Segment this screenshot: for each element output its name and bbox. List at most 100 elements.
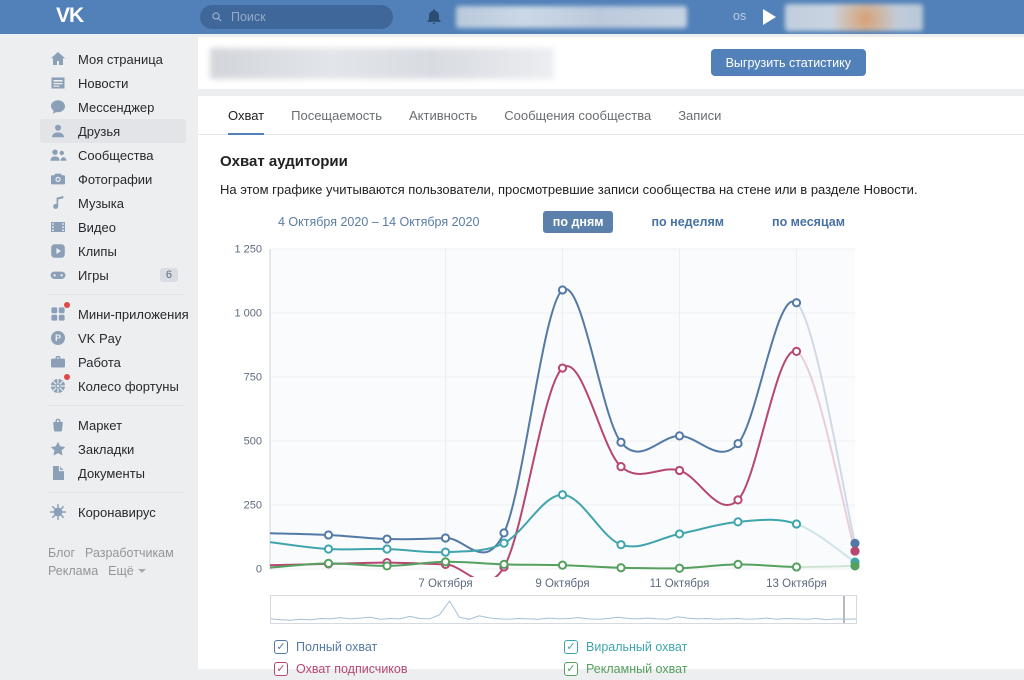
games-icon	[48, 265, 68, 285]
sidebar-item-music[interactable]: Музыка	[40, 191, 186, 215]
sidebar-item-label: Моя страница	[78, 51, 163, 67]
sidebar-item-wheel[interactable]: Колесо фортуны	[40, 374, 186, 398]
legend-item-2[interactable]: ✓ Виральный охват	[564, 636, 854, 658]
music-player-label: os	[733, 9, 747, 23]
legend-item-1[interactable]: ✓ Охват подписчиков	[274, 658, 564, 680]
navigator-right-handle[interactable]	[843, 596, 845, 623]
sidebar-item-label: Работа	[78, 354, 121, 370]
sidebar-item-label: Закладки	[78, 441, 135, 457]
sidebar-item-video[interactable]: Видео	[40, 215, 186, 239]
work-icon	[48, 352, 68, 372]
search-box[interactable]	[200, 5, 393, 29]
sidebar-item-label: Музыка	[78, 195, 124, 211]
bookmarks-icon	[48, 439, 68, 459]
sidebar-item-label: Новости	[78, 75, 129, 91]
search-input[interactable]	[231, 10, 371, 24]
chart-legend: ✓ Полный охват ✓ Охват подписчиков ✓ Виральны…	[274, 636, 1024, 680]
svg-text:1 000: 1 000	[234, 308, 262, 320]
documents-icon	[48, 463, 68, 483]
sidebar-item-friends[interactable]: Друзья	[40, 119, 186, 143]
music-icon	[48, 193, 68, 213]
search-icon	[212, 12, 222, 22]
legend-checkbox-icon: ✓	[274, 640, 288, 654]
notification-dot	[64, 374, 70, 380]
sidebar-item-label: Коронавирус	[78, 504, 156, 520]
svg-text:0: 0	[256, 564, 262, 576]
legend-label: Виральный охват	[586, 640, 688, 654]
svg-text:P: P	[55, 333, 61, 343]
svg-text:500: 500	[244, 436, 262, 448]
sidebar-item-vkpay[interactable]: P VK Pay	[40, 326, 186, 350]
blurred-profile-name-avatar	[785, 4, 923, 31]
sidebar-item-label: Мини-приложения	[78, 306, 189, 322]
sidebar-item-home[interactable]: Моя страница	[40, 47, 186, 71]
period-button-1[interactable]: по неделям	[641, 211, 734, 233]
communities-icon	[48, 145, 68, 165]
messenger-icon	[48, 97, 68, 117]
svg-text:11 Октября: 11 Октября	[650, 578, 710, 590]
notifications-bell-icon[interactable]	[424, 7, 444, 27]
legend-item-0[interactable]: ✓ Полный охват	[274, 636, 564, 658]
period-button-2[interactable]: по месяцам	[762, 211, 855, 233]
sidebar-item-clips[interactable]: Клипы	[40, 239, 186, 263]
sidebar-item-work[interactable]: Работа	[40, 350, 186, 374]
sidebar-item-label: Мессенджер	[78, 99, 155, 115]
footer-link-3[interactable]: Ещё	[108, 564, 146, 578]
tab-0[interactable]: Охват	[228, 96, 265, 135]
section-title: Охват аудитории	[220, 153, 348, 170]
svg-text:250: 250	[244, 500, 262, 512]
market-icon	[48, 415, 68, 435]
blurred-community-name	[210, 48, 554, 79]
sidebar-item-messenger[interactable]: Мессенджер	[40, 95, 186, 119]
sidebar-item-market[interactable]: Маркет	[40, 413, 186, 437]
legend-label: Полный охват	[296, 640, 378, 654]
coronavirus-icon	[48, 502, 68, 522]
svg-text:750: 750	[244, 372, 262, 384]
svg-text:9 Октября: 9 Октября	[535, 578, 589, 590]
sidebar-item-documents[interactable]: Документы	[40, 461, 186, 485]
wheel-icon	[48, 374, 70, 396]
svg-text:7 Октября: 7 Октября	[418, 578, 472, 590]
sidebar-item-coronavirus[interactable]: Коронавирус	[40, 500, 186, 524]
sidebar-item-miniapps[interactable]: Мини-приложения	[40, 302, 189, 326]
video-icon	[48, 217, 68, 237]
counter-badge: 6	[159, 268, 178, 282]
footer-link-1[interactable]: Разработчикам	[85, 546, 174, 560]
tab-2[interactable]: Активность	[408, 107, 478, 123]
sidebar-item-bookmarks[interactable]: Закладки	[40, 437, 186, 461]
tab-4[interactable]: Записи	[678, 107, 722, 123]
sidebar-item-news[interactable]: Новости	[40, 71, 186, 95]
blurred-topbar-section	[456, 6, 687, 28]
sidebar-item-label: Колесо фортуны	[78, 378, 179, 394]
sidebar-item-photos[interactable]: Фотографии	[40, 167, 186, 191]
reach-section: Охват аудитории На этом графике учитываю…	[198, 135, 1024, 680]
community-header-card: Выгрузить статистику	[198, 37, 1024, 89]
vkpay-icon: P	[48, 328, 68, 348]
sidebar: Моя страница Новости Мессенджер Друзья Сообщ…	[0, 34, 198, 669]
period-button-0[interactable]: по дням	[542, 211, 614, 233]
export-statistics-button[interactable]: Выгрузить статистику	[710, 49, 866, 76]
tab-1[interactable]: Посещаемость	[291, 107, 382, 123]
legend-checkbox-icon: ✓	[564, 662, 578, 676]
miniapps-icon	[48, 302, 70, 324]
statistics-card: Охват Посещаемость Активность Сообщения соо…	[198, 96, 1024, 676]
legend-label: Охват подписчиков	[296, 662, 408, 676]
sidebar-item-label: Сообщества	[78, 147, 154, 163]
sidebar-item-label: Друзья	[78, 123, 121, 139]
chart-range-navigator[interactable]	[270, 595, 857, 624]
date-range-label: 4 Октября 2020 – 14 Октября 2020	[278, 215, 480, 229]
tab-3[interactable]: Сообщения сообщества	[504, 107, 652, 123]
sidebar-item-label: Маркет	[78, 417, 123, 433]
sidebar-item-communities[interactable]: Сообщества	[40, 143, 186, 167]
footer-link-2[interactable]: Реклама	[48, 564, 99, 578]
sidebar-item-label: Клипы	[78, 243, 117, 259]
vk-logo[interactable]: VK	[56, 4, 84, 27]
legend-item-3[interactable]: ✓ Рекламный охват	[564, 658, 854, 680]
sidebar-divider	[48, 294, 184, 295]
sidebar-item-games[interactable]: Игры 6	[40, 263, 186, 287]
legend-checkbox-icon: ✓	[274, 662, 288, 676]
footer-link-0[interactable]: Блог	[48, 546, 76, 560]
home-icon	[48, 49, 68, 69]
period-switcher: по дням по неделям по месяцам	[515, 211, 855, 233]
play-icon[interactable]	[763, 9, 776, 25]
